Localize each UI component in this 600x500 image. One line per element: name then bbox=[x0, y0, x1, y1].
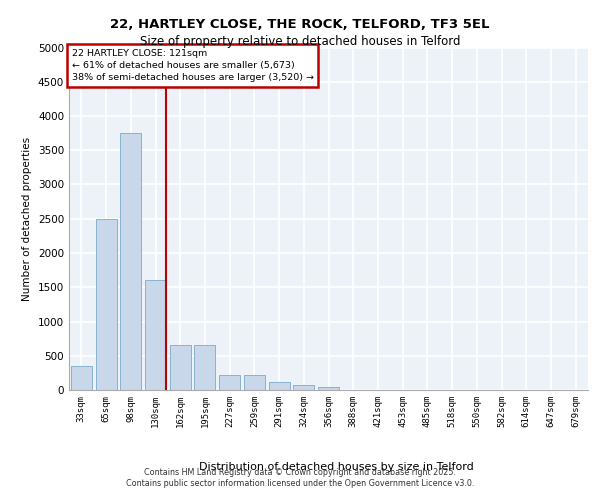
Text: 22, HARTLEY CLOSE, THE ROCK, TELFORD, TF3 5EL: 22, HARTLEY CLOSE, THE ROCK, TELFORD, TF… bbox=[110, 18, 490, 30]
Bar bbox=[269, 382, 290, 390]
Bar bbox=[71, 366, 92, 390]
Bar bbox=[318, 386, 339, 390]
Bar bbox=[145, 280, 166, 390]
Text: Contains HM Land Registry data © Crown copyright and database right 2025.
Contai: Contains HM Land Registry data © Crown c… bbox=[126, 468, 474, 487]
Bar bbox=[120, 133, 141, 390]
Bar bbox=[244, 374, 265, 390]
Bar bbox=[170, 346, 191, 390]
Bar bbox=[219, 374, 240, 390]
Text: Distribution of detached houses by size in Telford: Distribution of detached houses by size … bbox=[199, 462, 473, 472]
Text: Size of property relative to detached houses in Telford: Size of property relative to detached ho… bbox=[140, 35, 460, 48]
Bar bbox=[95, 219, 116, 390]
Y-axis label: Number of detached properties: Number of detached properties bbox=[22, 136, 32, 301]
Bar bbox=[194, 346, 215, 390]
Text: 22 HARTLEY CLOSE: 121sqm
← 61% of detached houses are smaller (5,673)
38% of sem: 22 HARTLEY CLOSE: 121sqm ← 61% of detach… bbox=[71, 49, 314, 82]
Bar bbox=[293, 385, 314, 390]
